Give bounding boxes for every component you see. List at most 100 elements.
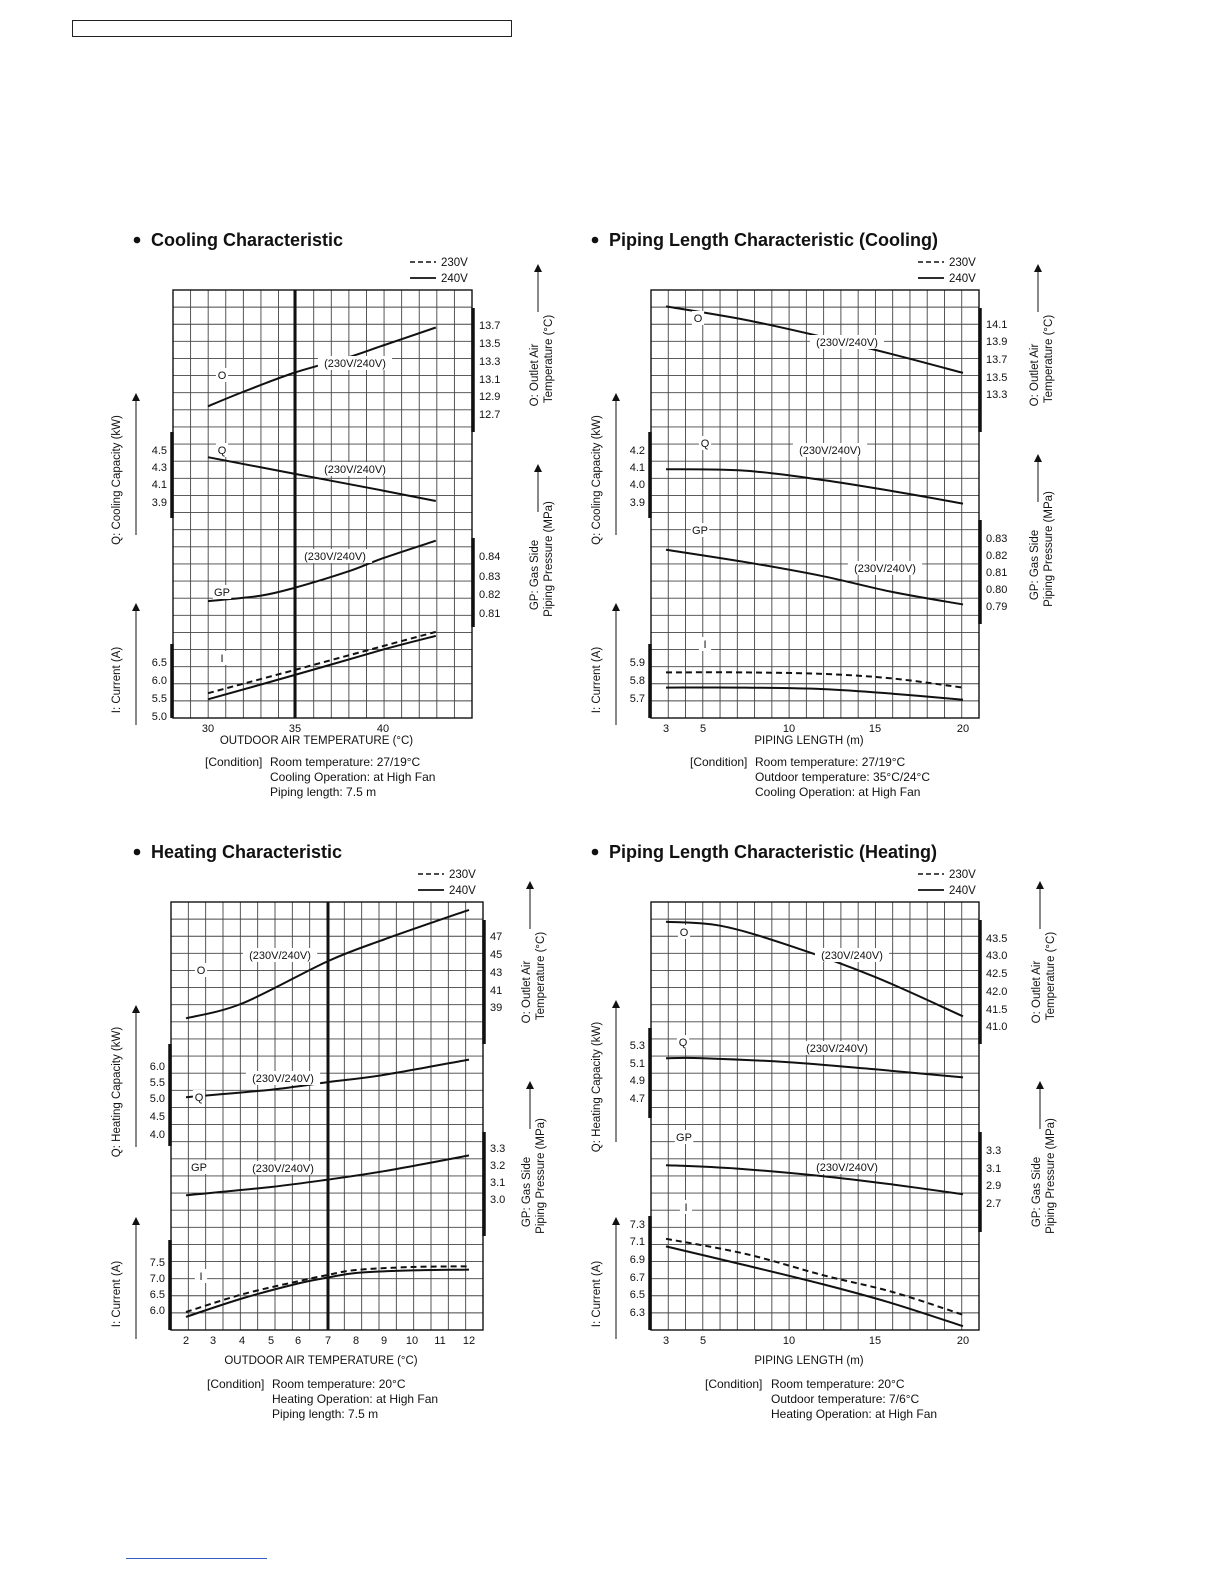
legend-label-230v: 230V: [949, 869, 976, 881]
curve-label-bg: [194, 1269, 208, 1283]
x-tick-label: 5: [700, 723, 706, 735]
curve-label-bg: [245, 1071, 321, 1085]
curve-label-bg: [245, 1161, 321, 1175]
curve-label: O: [197, 965, 206, 977]
curve-current-240v: [665, 686, 964, 701]
chart-grid: [650, 289, 980, 719]
axis-arrow-icon: [132, 603, 140, 611]
curve-outlet-air-temp: [665, 920, 964, 1018]
x-tick-label: 7: [325, 1335, 331, 1347]
x-tick-label: 20: [957, 1335, 969, 1347]
condition-line: Piping length: 7.5 m: [272, 1407, 378, 1421]
curve-current-230v: [665, 1237, 964, 1316]
left-tick-label: 7.0: [150, 1273, 165, 1285]
curve-label: (230V/240V): [806, 1043, 868, 1055]
left-tick-label: 6.0: [150, 1061, 165, 1073]
axis-arrow-icon: [612, 1217, 620, 1225]
left-tick-label: 4.9: [630, 1075, 645, 1087]
right-axis-title-line1: O: Outlet Air: [521, 961, 533, 1024]
left-tick-label: 5.8: [630, 675, 645, 687]
x-tick-label: 10: [783, 1335, 795, 1347]
x-tick-label: 30: [202, 723, 214, 735]
left-tick-label: 4.7: [630, 1093, 645, 1105]
title-bullet: [591, 236, 599, 244]
x-tick-label: 20: [957, 723, 969, 735]
curve-label-bg: [674, 1130, 694, 1144]
condition-line: Outdoor temperature: 35°C/24°C: [755, 770, 930, 784]
legend-label-230v: 230V: [441, 257, 468, 269]
curve-outlet-air-temp: [185, 908, 470, 1020]
right-tick-label: 3.2: [490, 1160, 505, 1172]
chart-piping-cooling: Piping Length Characteristic (Cooling) 23…: [591, 230, 1055, 799]
left-tick-label: 6.5: [630, 1289, 645, 1301]
plot-frame: [650, 901, 980, 1331]
axis-arrow-icon: [1034, 264, 1042, 272]
curve-gas-pressure: [665, 548, 964, 606]
right-axis-title-line2: Temperature (°C): [535, 932, 547, 1020]
curve-label-bg: [691, 311, 705, 325]
curve-label-bg: [690, 523, 710, 537]
curve-label: (230V/240V): [252, 1163, 314, 1175]
x-axis-label: OUTDOOR AIR TEMPERATURE (°C): [220, 735, 413, 747]
right-axis-title-line2: Temperature (°C): [1045, 932, 1057, 1020]
x-tick-label: 3: [663, 1335, 669, 1347]
curve-label-bg: [792, 443, 868, 457]
right-tick-label: 13.7: [479, 320, 500, 332]
right-axis-title-line2: Temperature (°C): [1043, 315, 1055, 403]
right-tick-label: 39: [490, 1002, 502, 1014]
footer-rule: [126, 1558, 267, 1559]
curve-current-240v: [185, 1268, 470, 1318]
curve-label-bg: [814, 948, 890, 962]
left-tick-label: 4.3: [152, 462, 167, 474]
curve-label-bg: [847, 561, 923, 575]
axis-arrow-icon: [534, 464, 542, 472]
axis-arrow-icon: [612, 393, 620, 401]
condition-line: Room temperature: 27/19°C: [755, 755, 906, 769]
right-tick-label: 0.81: [479, 608, 500, 620]
left-axis-title: I: Current (A): [591, 1261, 603, 1328]
chart-cooling-characteristic: Cooling Characteristic 230V 240V 13.7 13.5 13…: [111, 230, 555, 799]
right-axis-title-line1: GP: Gas Side: [521, 1157, 533, 1227]
left-axis-title: Q: Cooling Capacity (kW): [591, 415, 603, 545]
condition-line: Outdoor temperature: 7/6°C: [771, 1392, 920, 1406]
x-tick-label: 15: [869, 723, 881, 735]
right-tick-label: 0.84: [479, 551, 500, 563]
axis-arrow-icon: [1036, 1081, 1044, 1089]
right-tick-label: 3.1: [986, 1163, 1001, 1175]
left-axis-title: I: Current (A): [111, 647, 123, 714]
right-tick-label: 0.82: [479, 589, 500, 601]
right-tick-label: 43: [490, 967, 502, 979]
curve-label: Q: [679, 1037, 688, 1049]
right-tick-label: 13.7: [986, 354, 1007, 366]
left-tick-label: 6.3: [630, 1307, 645, 1319]
right-axis-title-line1: O: Outlet Air: [1031, 961, 1043, 1024]
axis-arrow-icon: [132, 1217, 140, 1225]
axis-arrow-icon: [612, 1000, 620, 1008]
x-tick-label: 8: [353, 1335, 359, 1347]
right-tick-label: 2.7: [986, 1198, 1001, 1210]
x-tick-label: 2: [183, 1335, 189, 1347]
legend-label-230v: 230V: [949, 257, 976, 269]
title-bullet: [133, 236, 141, 244]
legend-label-240v: 240V: [441, 273, 468, 285]
axis-arrow-icon: [526, 881, 534, 889]
curve-label: I: [703, 639, 706, 651]
right-tick-label: 3.1: [490, 1177, 505, 1189]
left-tick-label: 6.9: [630, 1254, 645, 1266]
right-axis-title-line1: GP: Gas Side: [529, 540, 541, 610]
legend-label-240v: 240V: [449, 885, 476, 897]
right-tick-label: 0.83: [479, 571, 500, 583]
curve-label-bg: [215, 443, 229, 457]
curve-label: (230V/240V): [816, 337, 878, 349]
curve-label: (230V/240V): [816, 1162, 878, 1174]
left-tick-label: 4.5: [152, 445, 167, 457]
axis-arrow-icon: [132, 1005, 140, 1013]
condition-line: Cooling Operation: at High Fan: [755, 785, 920, 799]
curve-current-240v: [665, 1245, 964, 1328]
curve-current-230v: [665, 671, 964, 689]
curve-label: Q: [218, 445, 227, 457]
x-tick-label: 5: [700, 1335, 706, 1347]
left-tick-label: 5.3: [630, 1040, 645, 1052]
right-tick-label: 2.9: [986, 1180, 1001, 1192]
left-axis-title: I: Current (A): [111, 1261, 123, 1328]
